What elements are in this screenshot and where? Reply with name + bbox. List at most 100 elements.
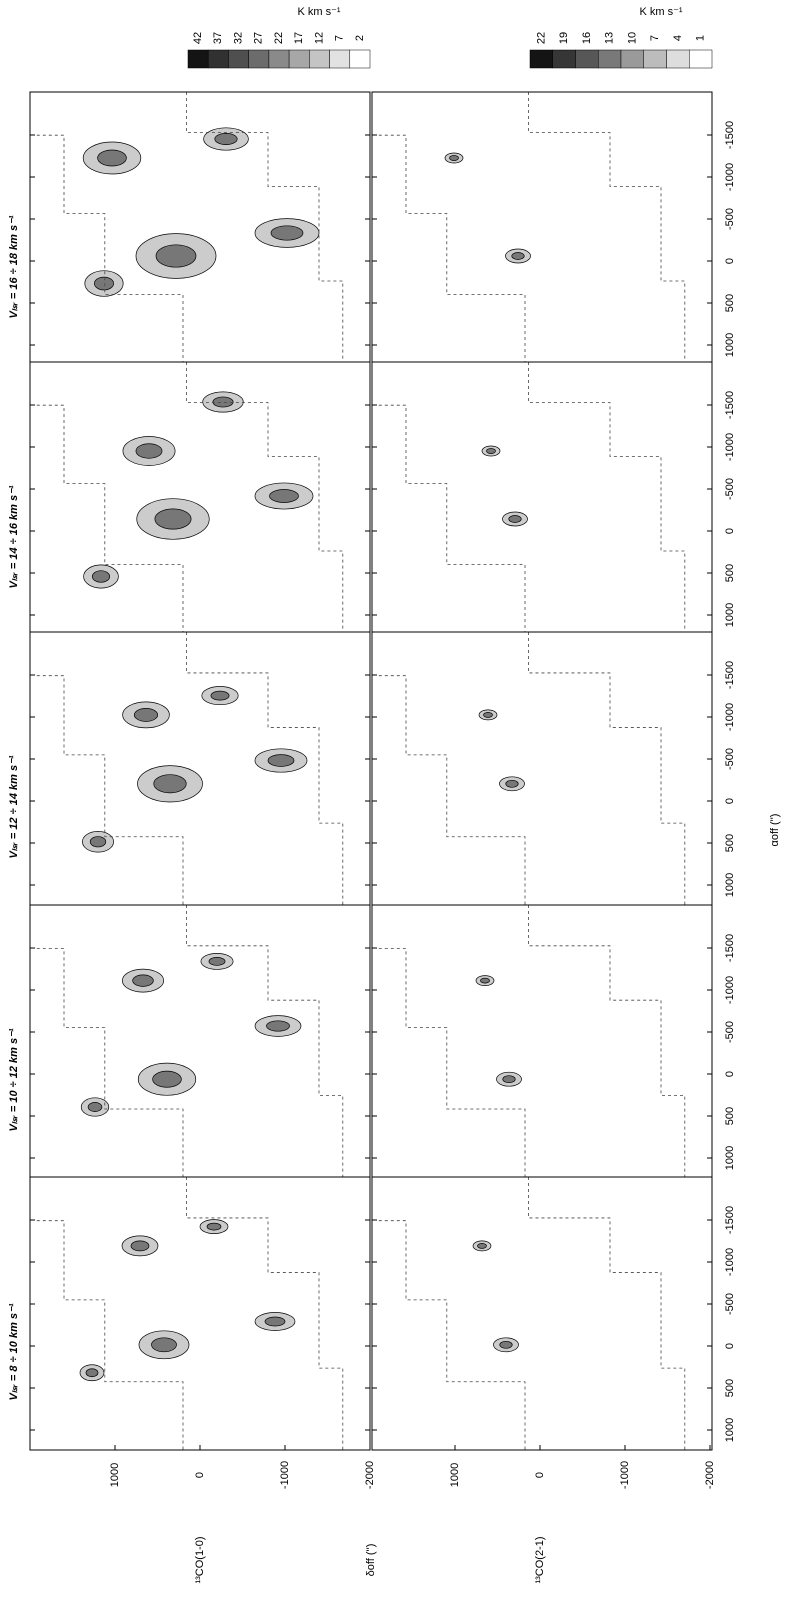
colorbar-tick-label: 17: [293, 32, 305, 44]
colorbar-tick-label: 1: [695, 35, 707, 41]
colorbar-cell: [689, 50, 712, 68]
emission-contour: [133, 975, 154, 987]
colorbar-cell: [576, 50, 599, 68]
coverage-boundary: [379, 1221, 525, 1450]
emission-contour: [506, 780, 519, 787]
alpha-tick-label: -500: [724, 1293, 736, 1315]
colorbar-cell: [530, 50, 553, 68]
emission-contour: [481, 978, 490, 983]
emission-contour: [209, 957, 225, 965]
emission-contour: [207, 1223, 221, 1230]
figure: K km s⁻¹4237322722171272K km s⁻¹22191613…: [0, 0, 794, 1623]
colorbar-cell: [667, 50, 690, 68]
emission-contour: [267, 1021, 290, 1031]
colorbar-tick-label: 22: [273, 32, 285, 44]
emission-contour: [500, 1341, 513, 1348]
axis-title: αoff (''): [769, 814, 781, 847]
colorbar-tick-label: 4: [672, 35, 684, 41]
colorbar-cell: [553, 50, 576, 68]
alpha-tick-label: 500: [724, 1107, 736, 1125]
colorbar-unit: K km s⁻¹: [297, 6, 340, 18]
colorbar-tick-label: 2: [354, 35, 366, 41]
colorbar-tick-label: 22: [535, 32, 547, 44]
alpha-tick-label: -1000: [724, 976, 736, 1004]
coverage-boundary: [528, 1177, 684, 1450]
alpha-tick-label: 1000: [724, 603, 736, 627]
emission-contour: [478, 1243, 487, 1248]
alpha-tick-label: -1000: [724, 1248, 736, 1276]
map-panel: [30, 92, 370, 362]
colorbar-cell: [330, 50, 350, 68]
colorbar-tick-label: 42: [192, 32, 204, 44]
delta-tick-label: 1000: [449, 1463, 461, 1487]
emission-contour: [153, 1071, 182, 1087]
coverage-boundary: [528, 92, 684, 362]
alpha-tick-label: -500: [724, 748, 736, 770]
alpha-tick-label: -1000: [724, 163, 736, 191]
coverage-boundary: [379, 135, 525, 362]
map-panel: [372, 905, 712, 1177]
map-panel: [30, 905, 370, 1177]
alpha-tick-label: 1000: [724, 1418, 736, 1442]
delta-tick-label: 0: [534, 1472, 546, 1478]
colorbar-cell: [644, 50, 667, 68]
emission-contour: [503, 1076, 516, 1083]
alpha-tick-label: 0: [724, 528, 736, 534]
colorbar-cell: [188, 50, 208, 68]
colorbar-cell: [249, 50, 269, 68]
colorbar-cell: [269, 50, 289, 68]
colorbar-tick-label: 16: [581, 32, 593, 44]
emission-contour: [94, 277, 113, 290]
colorbar-tick-label: 7: [649, 35, 661, 41]
colorbar-cell: [309, 50, 329, 68]
alpha-tick-label: -1000: [724, 433, 736, 461]
map-panel: [372, 92, 712, 362]
map-panel: [30, 632, 370, 905]
alpha-tick-label: 0: [724, 1071, 736, 1077]
emission-contour: [88, 1102, 102, 1111]
map-panel: [372, 1177, 712, 1450]
alpha-tick-label: -1500: [724, 121, 736, 149]
colorbar-tick-label: 13: [604, 32, 616, 44]
emission-contour: [487, 449, 496, 454]
delta-tick-label: -1000: [619, 1461, 631, 1489]
emission-contour: [136, 444, 162, 459]
alpha-tick-label: 1000: [724, 1146, 736, 1170]
emission-contour: [131, 1241, 149, 1251]
alpha-tick-label: 0: [724, 258, 736, 264]
colorbar-cell: [228, 50, 248, 68]
emission-contour: [92, 571, 109, 583]
alpha-tick-label: 500: [724, 1379, 736, 1397]
colorbar-tick-label: 19: [558, 32, 570, 44]
alpha-tick-label: 1000: [724, 333, 736, 357]
alpha-tick-label: 500: [724, 294, 736, 312]
delta-tick-label: -2000: [364, 1461, 376, 1489]
map-panel: [30, 362, 370, 632]
column-label: ¹³CO(1-0): [194, 1536, 206, 1583]
colorbar-tick-label: 32: [232, 32, 244, 44]
emission-contour: [134, 708, 157, 721]
coverage-boundary: [379, 949, 525, 1177]
delta-tick-label: 0: [194, 1472, 206, 1478]
colorbar-cell: [208, 50, 228, 68]
coverage-boundary: [379, 676, 525, 905]
colorbar-tick-label: 7: [334, 35, 346, 41]
alpha-tick-label: -1000: [724, 703, 736, 731]
colorbar-cell: [598, 50, 621, 68]
colorbar-tick-label: 27: [253, 32, 265, 44]
emission-contour: [271, 226, 303, 240]
emission-contour: [90, 837, 106, 847]
alpha-tick-label: 0: [724, 1343, 736, 1349]
emission-contour: [265, 1317, 285, 1326]
map-panel: [30, 1177, 370, 1450]
colorbar-unit: K km s⁻¹: [639, 6, 682, 18]
emission-contour: [86, 1369, 98, 1377]
alpha-tick-label: -1500: [724, 934, 736, 962]
emission-contour: [270, 489, 299, 502]
coverage-boundary: [528, 362, 684, 632]
coverage-boundary: [528, 905, 684, 1177]
emission-contour: [154, 775, 187, 793]
colorbar-cell: [350, 50, 370, 68]
velocity-label: Vₗₛᵣ = 12 ÷ 14 km s⁻¹: [8, 755, 20, 858]
alpha-tick-label: -1500: [724, 1206, 736, 1234]
